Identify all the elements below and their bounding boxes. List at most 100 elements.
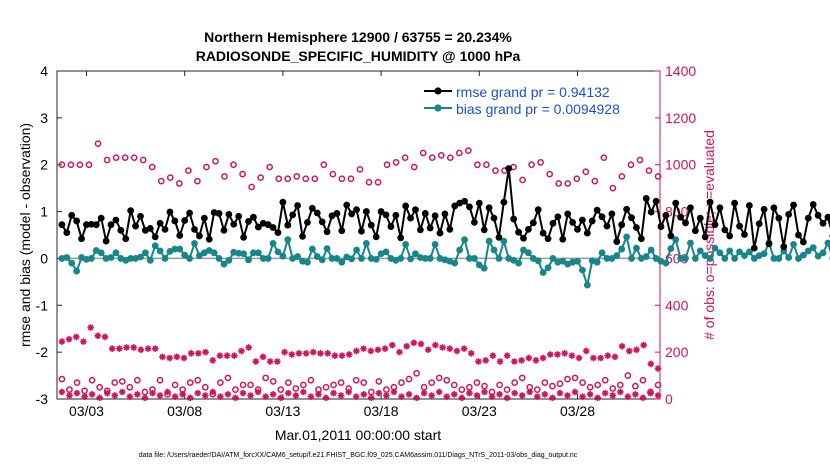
obs-evaluated-marker [171,393,179,400]
rmse-point [623,205,631,213]
rmse-point [186,209,193,217]
rmse-point [790,201,797,209]
obs-evaluated-marker [618,342,626,350]
rmse-point [318,218,326,226]
obs-possible-marker [401,154,409,162]
obs-evaluated-marker [239,389,247,397]
obs-evaluated-marker [80,338,87,345]
obs-possible-marker [496,381,503,389]
bias-point [691,255,699,262]
obs-evaluated-marker [473,392,481,399]
obs-possible-marker [458,386,466,393]
obs-possible-marker [88,376,96,384]
rmse-point [68,211,76,219]
bias-point [254,249,262,257]
obs-evaluated-marker [381,345,389,352]
rmse-point [200,214,208,222]
obs-evaluated-marker [654,392,662,399]
bias-point [407,255,414,263]
obs-evaluated-marker [103,389,111,397]
obs-evaluated-marker [432,341,439,349]
obs-evaluated-marker [526,388,534,396]
rmse-point [358,227,365,235]
obs-possible-marker [300,381,307,389]
obs-possible-marker [450,381,458,389]
rmse-point [156,219,164,227]
obs-evaluated-marker [420,389,428,397]
obs-possible-marker [217,379,224,386]
axes: -3-2-101234020040060080010001200140003/0… [36,63,697,419]
rmse-point [269,224,277,231]
obs-possible-marker [76,161,84,169]
obs-possible-marker [639,376,647,384]
rmse-point [284,221,292,229]
obs-evaluated-marker [201,392,209,399]
obs-evaluated-marker [209,357,217,364]
rmse-point [490,214,498,222]
bias-point [431,240,439,248]
x-tick-label: 03/28 [560,403,595,419]
obs-possible-marker [275,175,283,183]
bias-point [819,249,827,257]
rmse-point [196,232,203,240]
obs-evaluated-marker [352,393,360,400]
bias-point [633,244,640,252]
rmse-point [755,220,763,228]
obs-evaluated-marker [525,354,533,362]
rmse-point [323,228,331,236]
obs-possible-marker [239,170,246,178]
rmse-point [515,228,522,236]
rmse-point [647,208,655,216]
rmse-point [780,243,788,251]
obs-evaluated-marker [338,352,346,359]
obs-possible-marker [374,178,382,186]
rmse-point [628,214,635,222]
obs-evaluated-marker [624,393,632,400]
obs-evaluated-marker [322,394,330,402]
obs-evaluated-marker [295,350,303,357]
obs-evaluated-marker [534,393,541,400]
bias-point [706,255,714,262]
obs-evaluated-marker [274,358,281,365]
obs-possible-marker [360,379,368,386]
obs-evaluated-marker [247,392,254,399]
obs-evaluated-marker [277,394,285,402]
obs-evaluated-marker [458,394,466,402]
bias-point [583,281,591,289]
obs-evaluated-marker [179,391,186,398]
obs-possible-marker [257,174,264,181]
bias-point [127,255,135,262]
chart-title: Northern Hemisphere 12900 / 63755 = 20.2… [204,29,512,45]
rmse-point [215,210,223,217]
rmse-point [107,221,115,229]
obs-possible-marker [320,161,328,169]
bias-point [176,245,184,253]
obs-evaluated-marker [647,389,654,397]
bias-point [269,240,277,247]
bias-point [515,259,522,267]
obs-evaluated-marker [460,345,468,352]
obs-evaluated-marker [173,353,181,361]
obs-possible-marker [556,380,564,388]
rmse-point [662,211,670,219]
rmse-point [461,197,468,205]
obs-possible-marker [594,381,602,389]
y-right-tick-label: 1200 [665,110,696,126]
rmse-point [392,211,400,219]
obs-evaluated-marker [654,365,662,372]
obs-possible-marker [518,374,526,382]
obs-possible-marker [201,383,209,391]
obs-evaluated-marker [611,353,619,361]
bias-point [623,233,631,241]
footer-data-file: data file: /Users/raeder/DAI/ATM_forcXX/… [139,452,578,459]
rmse-point [127,207,135,215]
obs-possible-marker [134,376,141,384]
bias-point [284,236,292,244]
obs-possible-marker [166,174,174,181]
obs-evaluated-marker [561,350,568,357]
bias-point [804,247,812,255]
obs-possible-marker [555,180,563,187]
obs-evaluated-marker [532,357,540,364]
obs-evaluated-marker [202,348,209,356]
rmse-point [804,214,812,222]
